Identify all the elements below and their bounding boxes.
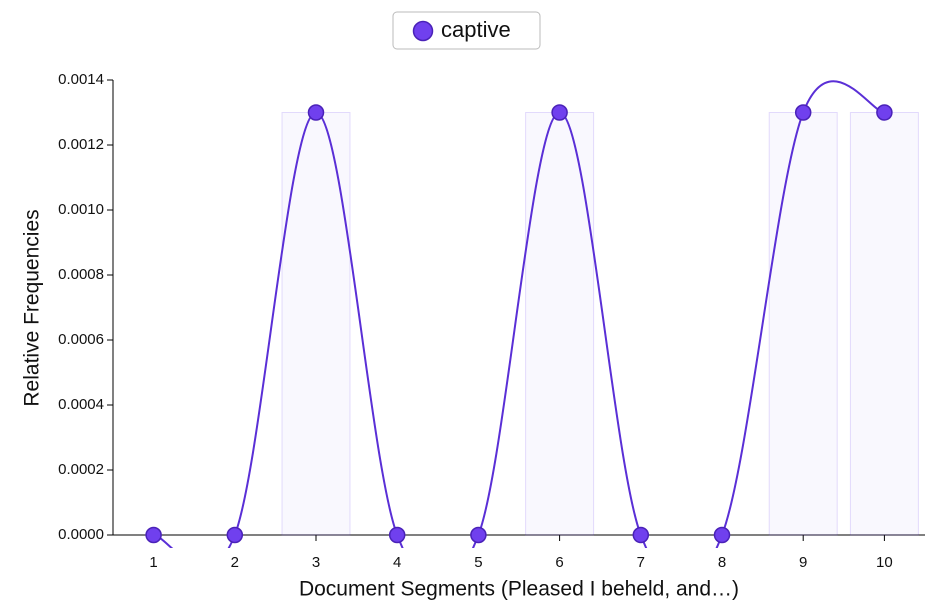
- data-point: [876, 104, 893, 121]
- data-point: [226, 526, 244, 544]
- data-point: [388, 526, 406, 544]
- x-tick-label: 4: [393, 554, 401, 571]
- y-tick-label: 0.0014: [58, 71, 104, 88]
- bar: [849, 112, 919, 536]
- data-point: [551, 104, 568, 121]
- bar: [281, 112, 351, 536]
- legend-label: captive: [441, 17, 511, 42]
- y-tick-label: 0.0004: [58, 396, 104, 413]
- data-point: [713, 526, 731, 544]
- legend-box[interactable]: [392, 11, 541, 50]
- y-tick-label: 0.0008: [58, 266, 104, 283]
- data-point: [145, 526, 162, 544]
- legend-swatch: [412, 20, 434, 42]
- bar: [768, 112, 838, 536]
- x-tick-label: 5: [474, 554, 482, 571]
- series-line: [153, 80, 885, 548]
- y-tick-label: 0.0000: [58, 526, 104, 543]
- x-tick-label: 3: [312, 554, 320, 571]
- bar: [525, 112, 595, 536]
- x-tick-label: 2: [231, 554, 239, 571]
- x-tick-label: 10: [876, 554, 893, 571]
- x-tick-label: 8: [718, 554, 726, 571]
- y-tick-label: 0.0006: [58, 331, 104, 348]
- x-tick-label: 9: [799, 554, 807, 571]
- data-point: [632, 526, 650, 544]
- y-tick-label: 0.0002: [58, 461, 104, 478]
- x-axis-title: Document Segments (Pleased I beheld, and…: [299, 578, 739, 601]
- y-tick-label: 0.0010: [58, 201, 104, 218]
- x-tick-label: 1: [149, 554, 157, 571]
- data-point: [307, 104, 325, 121]
- x-tick-label: 7: [637, 554, 645, 571]
- data-point: [794, 104, 812, 121]
- x-tick-label: 6: [555, 554, 563, 571]
- y-tick-label: 0.0012: [58, 136, 104, 153]
- y-axis-title: Relative Frequencies: [21, 209, 44, 406]
- data-point: [470, 526, 487, 544]
